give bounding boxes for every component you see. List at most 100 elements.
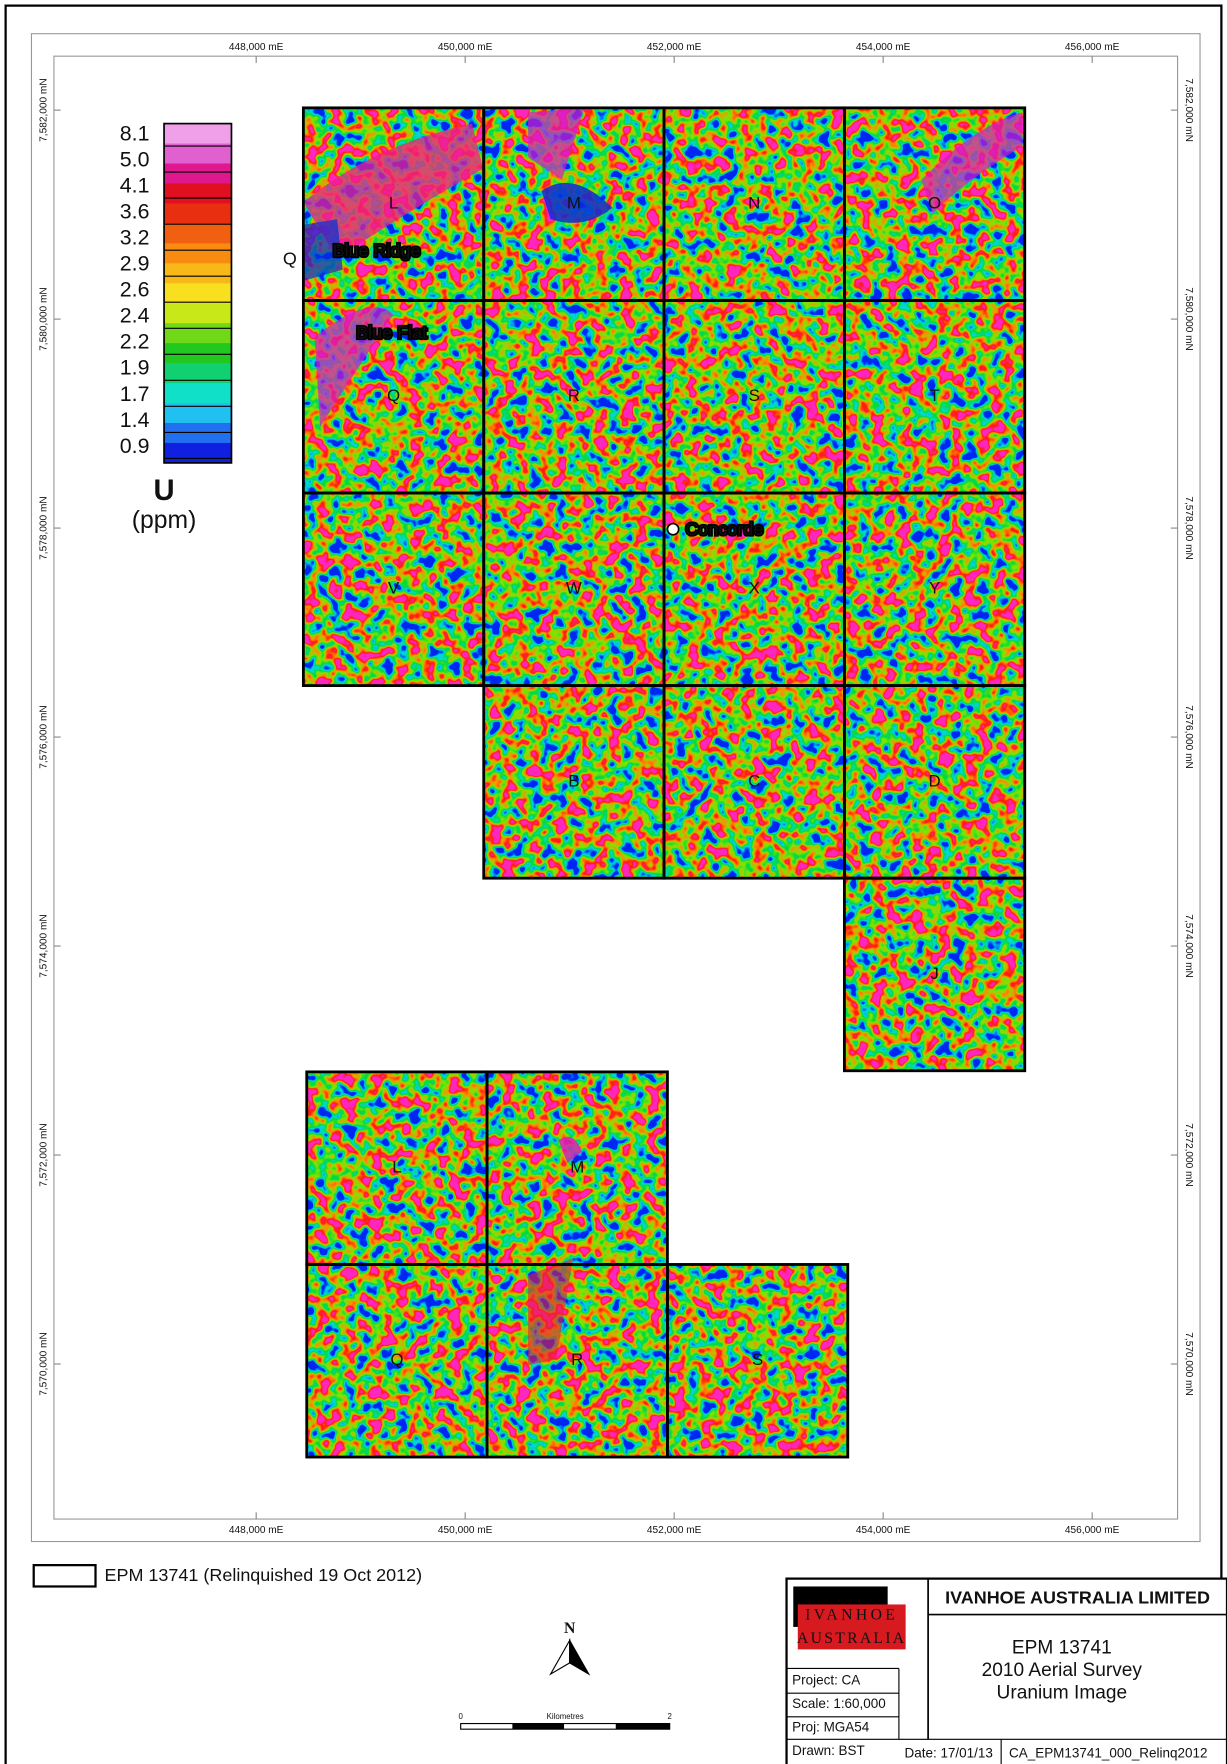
project-info: Drawn: BST [792,1743,865,1758]
legend-value: 2.6 [120,278,150,302]
legend-band [164,383,231,404]
project-info: Project: CA [792,1672,860,1687]
north-arrow-left [551,1640,570,1674]
scale-label: 2 [667,1712,671,1721]
legend-band [164,124,231,145]
easting-label: 452,000 mE [647,42,702,53]
legend-band [164,343,231,364]
legend-value: 3.2 [120,226,150,250]
company-name: IVANHOE AUSTRALIA LIMITED [945,1588,1210,1608]
legend-band [164,443,231,464]
block-label: M [567,194,581,213]
legend-band [164,243,231,264]
block-label: Q [390,1350,403,1369]
northing-label: 7,574,000 mN [1183,914,1194,978]
northing-label: 7,578,000 mN [1183,496,1194,560]
place-label: Concorde [685,519,763,539]
project-info: Proj: MGA54 [792,1720,870,1735]
scale-bar-segment [616,1724,670,1730]
block-label: L [389,194,398,213]
legend-band [164,164,231,185]
northing-label: 7,580,000 mN [38,287,49,351]
legend-band [164,283,231,304]
legend-value: 3.6 [120,200,150,224]
northing-label: 7,570,000 mN [1183,1332,1194,1396]
place-marker [667,524,678,535]
key-symbol [34,1565,96,1586]
date-info: Date: 17/01/13 [905,1745,993,1760]
legend-value: 1.9 [120,356,150,380]
legend-band [164,303,231,324]
site-marker: Q [283,248,297,268]
legend-band [164,144,231,165]
northing-label: 7,580,000 mN [1183,287,1194,351]
legend-value: 1.4 [120,408,150,432]
easting-label: 450,000 mE [438,42,493,53]
northing-label: 7,574,000 mN [38,914,49,978]
scale-label: 0 [458,1712,463,1721]
legend-band [164,223,231,244]
logo-text: AUSTRALIA [797,1630,906,1647]
key-label: EPM 13741 (Relinquished 19 Oct 2012) [104,1565,422,1585]
legend-value: 1.7 [120,382,150,406]
block-label: N [748,194,760,213]
easting-label: 452,000 mE [647,1525,702,1536]
legend-value: 2.9 [120,252,150,276]
northing-label: 7,572,000 mN [38,1123,49,1187]
legend-value: 2.2 [120,330,150,354]
legend-band [164,183,231,204]
north-arrow-right [570,1640,589,1674]
scale-label: Kilometres [547,1712,584,1721]
block-label: V [388,579,400,598]
file-info: CA_EPM13741_000_Relinq2012 [1009,1745,1207,1760]
block-label: J [930,964,938,983]
block-label: W [566,579,582,598]
legend-band [164,203,231,224]
easting-label: 450,000 mE [438,1525,493,1536]
place-label: Blue Flat [356,322,427,342]
place-label: Blue Ridge [333,240,421,260]
legend-value: 4.1 [120,174,150,198]
legend-band [164,263,231,284]
legend-value: 8.1 [120,121,150,145]
northing-label: 7,582,000 mN [1183,78,1194,142]
north-label: N [564,1620,576,1637]
legend-band [164,423,231,444]
block-label: S [752,1350,763,1369]
legend-value: 2.4 [120,304,150,328]
block-label: D [928,771,940,790]
legend-value: 0.9 [120,434,150,458]
easting-label: 448,000 mE [229,42,284,53]
northing-label: 7,578,000 mN [38,496,49,560]
map-title: EPM 13741 [1012,1637,1112,1658]
northing-label: 7,576,000 mN [1183,705,1194,769]
northing-label: 7,582,000 mN [38,78,49,142]
block-label: O [928,194,941,213]
legend-unit: (ppm) [132,507,197,534]
easting-label: 454,000 mE [856,42,911,53]
northing-label: 7,572,000 mN [1183,1123,1194,1187]
easting-label: 454,000 mE [856,1525,911,1536]
map-sheet: LMNOQRSTVWXYBCDJLMQRS 448,000 mE450,000 … [0,0,1227,1764]
block-label: S [749,386,760,405]
block-label: M [570,1158,584,1177]
easting-label: 456,000 mE [1065,1525,1120,1536]
northing-label: 7,576,000 mN [38,705,49,769]
map-title: Uranium Image [997,1682,1128,1703]
legend-symbol: U [154,475,175,507]
block-label: L [392,1158,401,1177]
block-label: B [568,771,579,790]
scale-bar-segment [512,1724,564,1730]
easting-label: 448,000 mE [229,1525,284,1536]
block-label: R [571,1350,583,1369]
legend-band [164,323,231,344]
block-label: Q [387,386,400,405]
northing-label: 7,570,000 mN [38,1332,49,1396]
page: LMNOQRSTVWXYBCDJLMQRS 448,000 mE450,000 … [0,0,1227,1764]
block-label: T [929,386,939,405]
block-label: X [749,579,760,598]
logo-text: IVANHOE [805,1606,898,1623]
block-label: R [568,386,580,405]
block-label: C [748,771,760,790]
